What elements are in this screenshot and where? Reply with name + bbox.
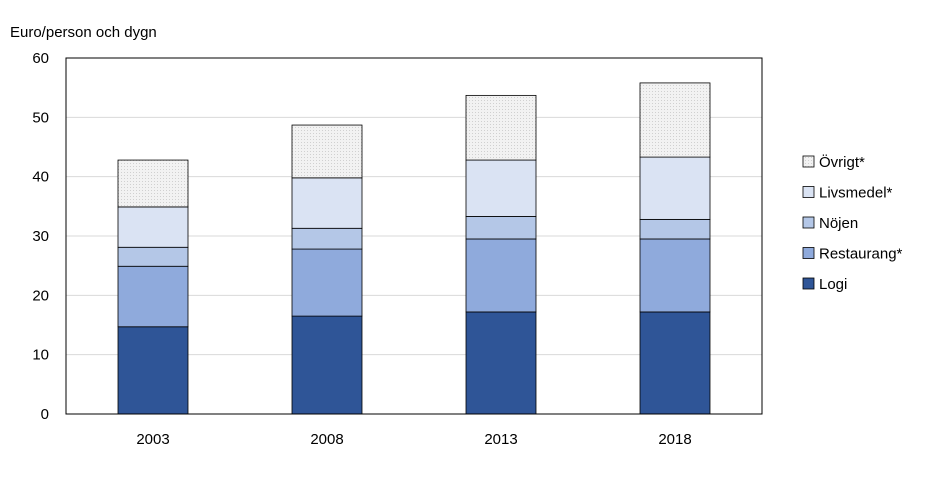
bar-segment bbox=[639, 311, 711, 415]
bar-segment bbox=[465, 94, 537, 161]
bar-segment bbox=[465, 311, 537, 415]
bars bbox=[117, 82, 711, 415]
bar-segment bbox=[465, 238, 537, 313]
bar-segment bbox=[291, 315, 363, 415]
bar-segment bbox=[117, 265, 189, 328]
x-tick-label: 2018 bbox=[658, 431, 691, 448]
bar-segment bbox=[639, 82, 711, 158]
legend-swatch bbox=[802, 277, 815, 290]
bar-segment bbox=[291, 124, 363, 179]
bar-segment bbox=[639, 156, 711, 220]
bar-segment bbox=[117, 159, 189, 208]
plot-area-frame bbox=[65, 57, 763, 415]
y-tick-label: 60 bbox=[32, 50, 49, 67]
legend: Övrigt* Livsmedel* Nöjen Restaurang* Logi bbox=[802, 153, 903, 293]
y-tick-label: 10 bbox=[32, 347, 49, 364]
legend-swatch bbox=[802, 186, 815, 198]
x-tick-label: 2008 bbox=[310, 431, 343, 448]
legend-label: Övrigt* bbox=[819, 153, 865, 171]
bar-segment bbox=[291, 248, 363, 317]
legend-label: Logi bbox=[819, 276, 847, 293]
y-tick-label: 40 bbox=[32, 169, 49, 186]
y-tick-label: 20 bbox=[32, 287, 49, 304]
x-tick-label: 2003 bbox=[136, 431, 169, 448]
x-tick-label: 2013 bbox=[484, 431, 517, 448]
bar-segment bbox=[117, 206, 189, 248]
legend-label: Nöjen bbox=[819, 215, 858, 232]
legend-swatch bbox=[802, 216, 815, 229]
bar-segment bbox=[639, 238, 711, 313]
y-tick-label: 30 bbox=[32, 228, 49, 245]
bar-segment bbox=[117, 326, 189, 415]
x-axis-ticks: 2003 2008 2013 2018 bbox=[136, 431, 691, 448]
bar-segment bbox=[117, 246, 189, 267]
y-tick-label: 50 bbox=[32, 109, 49, 126]
y-axis-label: Euro/person och dygn bbox=[10, 24, 157, 41]
legend-label: Restaurang* bbox=[819, 246, 903, 263]
legend-swatch bbox=[802, 247, 815, 259]
y-axis-ticks: 0 10 20 30 40 50 60 bbox=[32, 50, 49, 423]
legend-swatch bbox=[802, 155, 815, 168]
bar-segment bbox=[291, 227, 363, 250]
y-tick-label: 0 bbox=[41, 406, 49, 423]
legend-label: Livsmedel* bbox=[819, 185, 893, 202]
bar-segment bbox=[465, 159, 537, 217]
bar-segment bbox=[465, 216, 537, 240]
bar-segment bbox=[291, 177, 363, 229]
bar-segment bbox=[639, 218, 711, 240]
